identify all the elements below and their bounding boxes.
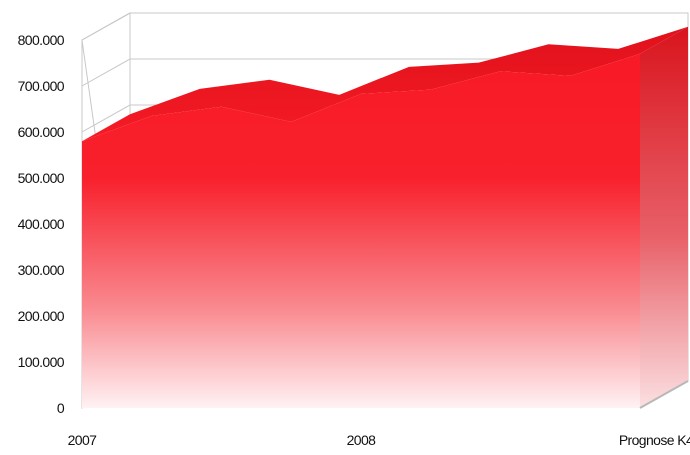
y-tick-label: 200.000 (18, 308, 65, 324)
x-tick-label: 2007 (68, 432, 98, 448)
x-tick-label: 2008 (347, 432, 377, 448)
y-tick-label: 0 (57, 400, 65, 416)
gridline (82, 13, 688, 40)
y-tick-label: 100.000 (18, 354, 65, 370)
y-tick-label: 400.000 (18, 216, 65, 232)
y-tick-label: 300.000 (18, 262, 65, 278)
y-tick-label: 500.000 (18, 170, 65, 186)
x-tick-label: Prognose K4 (619, 432, 690, 448)
area-side-face (640, 27, 688, 408)
area-series (82, 27, 688, 408)
y-tick-label: 700.000 (18, 78, 65, 94)
y-tick-label: 800.000 (18, 32, 65, 48)
y-tick-label: 600.000 (18, 124, 65, 140)
